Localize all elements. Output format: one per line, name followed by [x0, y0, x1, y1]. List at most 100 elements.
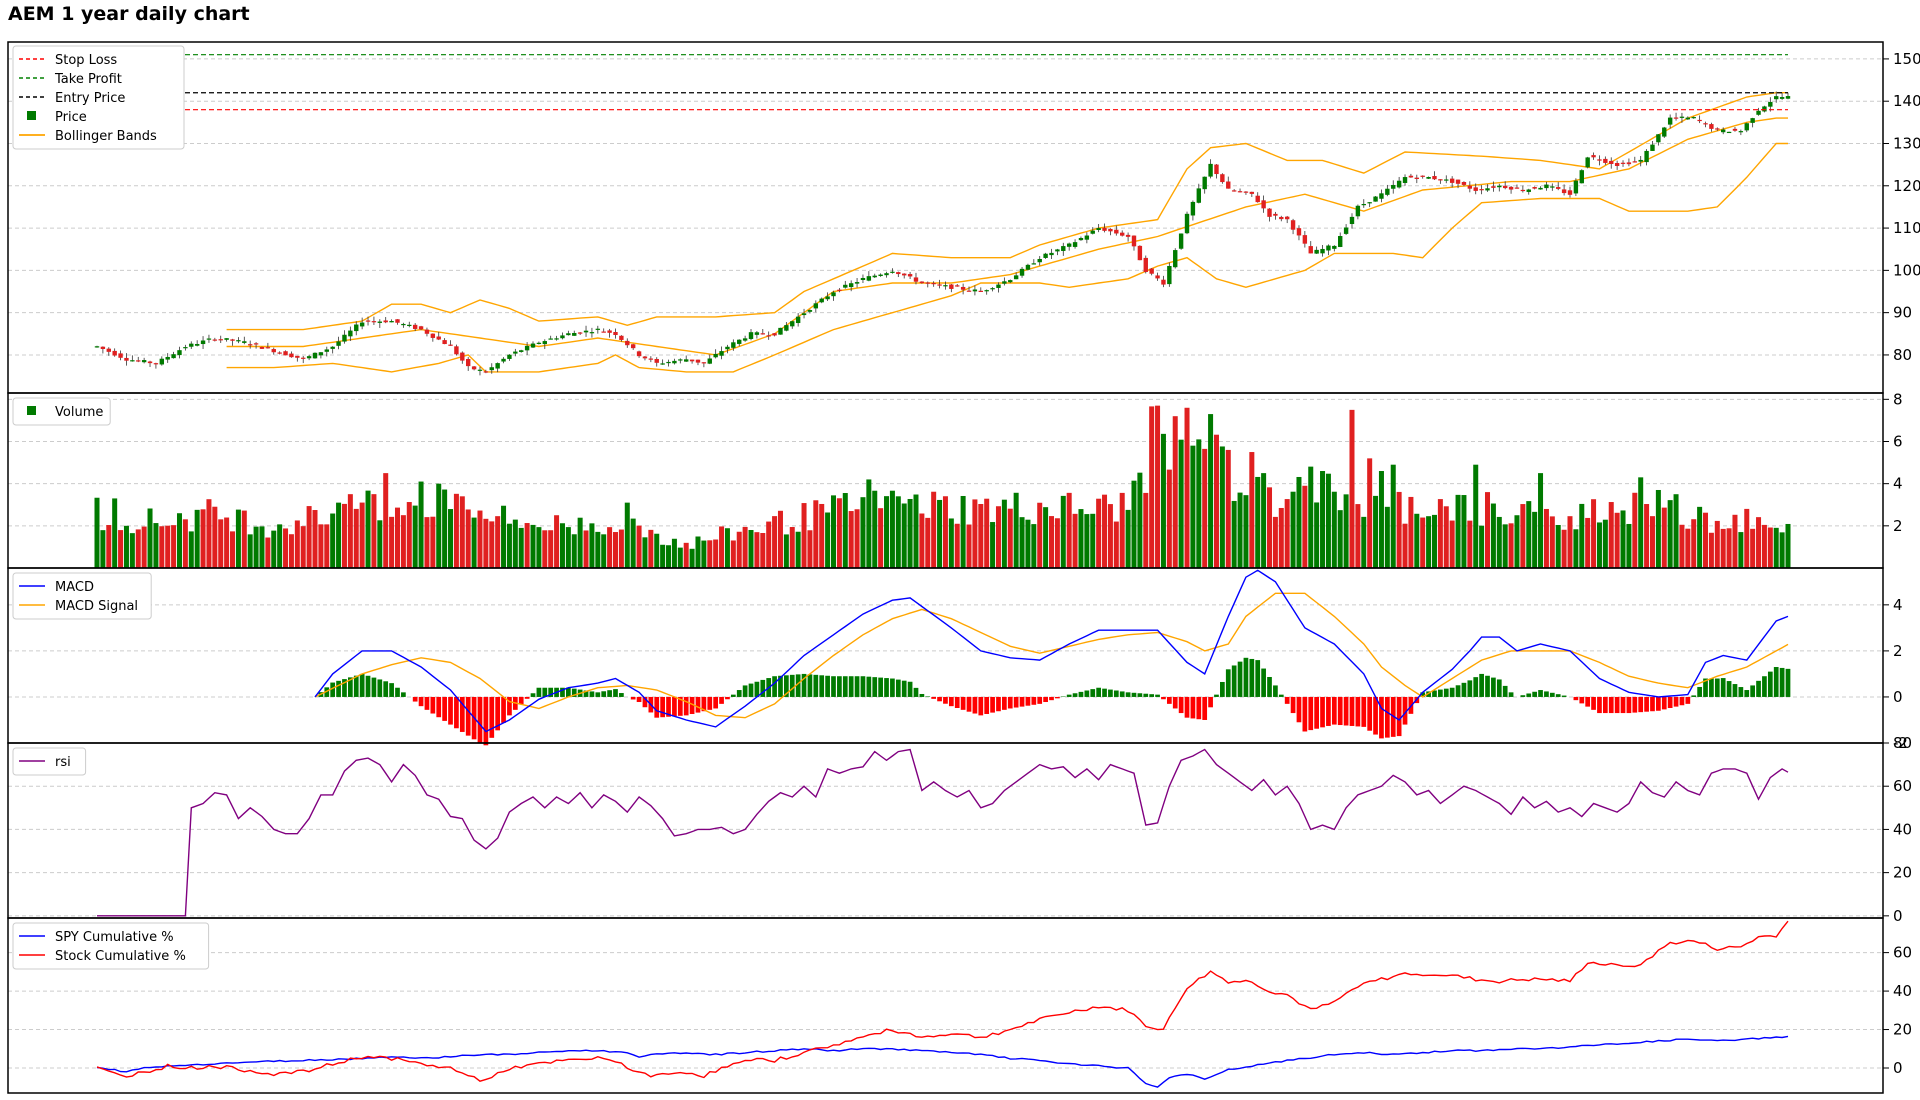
volume-bar [1596, 522, 1602, 568]
volume-bar [135, 529, 141, 568]
volume-bar [271, 530, 277, 568]
volume-bar [1414, 513, 1420, 568]
candle-body [483, 371, 489, 373]
volume-bar [1685, 528, 1691, 568]
macd-histogram-bar [560, 687, 565, 697]
macd-histogram-bar [436, 696, 442, 718]
candle-body [336, 341, 341, 346]
4-ytick-label: 40 [1893, 982, 1912, 1000]
macd-histogram-bar [1143, 693, 1149, 697]
volume-bar [1349, 409, 1355, 568]
volume-bar [1343, 494, 1349, 568]
volume-bar [825, 512, 831, 568]
macd-histogram-bar [1019, 696, 1025, 707]
volume-bar [1667, 500, 1673, 568]
macd-histogram-bar [866, 676, 872, 697]
candle-body [489, 367, 494, 371]
candle-body [224, 338, 229, 340]
candle-body [825, 296, 830, 300]
macd-histogram-bar [1785, 668, 1791, 697]
volume-bar [1373, 495, 1379, 568]
macd-histogram-bar [948, 696, 954, 707]
volume-bar [477, 510, 483, 568]
volume-bar [1119, 492, 1125, 568]
candle-body [194, 343, 200, 346]
volume-bar [1773, 527, 1779, 568]
macd-histogram-bar [1491, 677, 1496, 697]
macd-histogram-bar [1373, 696, 1378, 735]
volume-bar [648, 529, 654, 568]
candle-body [1455, 179, 1461, 184]
candle-body [1131, 235, 1137, 247]
macd-histogram-bar [571, 688, 577, 697]
candle-body [1214, 164, 1219, 175]
macd-histogram-bar [1508, 692, 1514, 697]
volume-bar [783, 534, 789, 568]
volume-bar [1408, 496, 1414, 568]
volume-bar [1691, 519, 1697, 568]
volume-bar [724, 528, 730, 568]
candle-body [147, 361, 153, 364]
candle-body [949, 284, 954, 289]
volume-bar [524, 523, 530, 568]
candle-body [471, 366, 477, 370]
macd-histogram-bar [442, 696, 447, 721]
volume-bar [1538, 473, 1544, 568]
candle-body [1137, 245, 1143, 261]
macd-histogram-bar [430, 696, 436, 714]
candle-body [1444, 179, 1449, 181]
macd-histogram-bar [1744, 690, 1750, 697]
volume-bar [1013, 492, 1019, 568]
macd-histogram-bar [1296, 696, 1302, 723]
macd-histogram-bar [1267, 676, 1272, 697]
macd-histogram-bar [1055, 696, 1060, 699]
candle-body [171, 354, 176, 359]
volume-bar [1502, 524, 1508, 568]
candle-body [1656, 134, 1661, 143]
macd-histogram-bar [1178, 696, 1184, 714]
volume-bar [624, 502, 630, 568]
macd-histogram-bar [1137, 693, 1143, 697]
candle-body [1526, 189, 1531, 192]
volume-bar [459, 496, 465, 568]
macd-histogram-bar [1349, 696, 1355, 726]
volume-bar [1384, 506, 1390, 568]
candle-body [1467, 185, 1473, 189]
macd-histogram-bar [1632, 696, 1638, 713]
candle-body [1031, 263, 1037, 265]
volume-bar [1626, 523, 1632, 568]
macd-histogram-bar [495, 696, 501, 731]
macd-histogram-bar [642, 696, 648, 708]
macd-histogram-bar [630, 696, 636, 700]
volume-bar [1237, 492, 1243, 568]
volume-bar [677, 547, 683, 568]
1-ytick-label: 8 [1893, 390, 1903, 408]
volume-bar [288, 534, 294, 568]
macd-histogram-bar [789, 674, 795, 697]
volume-bar [501, 505, 507, 568]
candle-body [766, 335, 771, 337]
candle-body [1385, 188, 1390, 195]
macd-histogram-bar [1520, 695, 1526, 697]
macd-histogram-bar [725, 696, 730, 700]
candle-body [1379, 193, 1384, 199]
candle-body [1485, 188, 1490, 191]
volume-bar [241, 510, 247, 568]
candle-body [760, 333, 765, 335]
volume-bar [165, 525, 171, 568]
macd-histogram-bar [1549, 692, 1555, 697]
volume-bar [483, 518, 489, 568]
volume-bar [1178, 439, 1184, 568]
macd-histogram-bar [996, 696, 1001, 712]
macd-histogram-bar [353, 675, 359, 697]
volume-bar [1048, 516, 1055, 568]
volume-bar [807, 530, 813, 568]
volume-bar [1143, 492, 1149, 568]
candle-body [1108, 228, 1113, 232]
volume-bar [365, 490, 371, 568]
candle-body [477, 369, 483, 371]
volume-bar [1325, 473, 1331, 568]
volume-bar [1420, 517, 1426, 568]
volume-bar [842, 493, 848, 568]
macd-histogram-bar [1709, 678, 1714, 697]
